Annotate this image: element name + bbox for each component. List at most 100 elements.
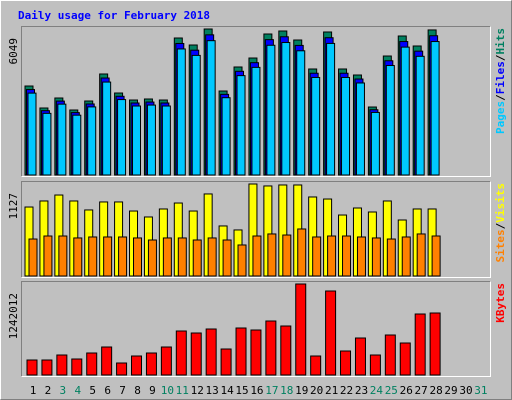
bar <box>235 327 247 376</box>
bar <box>71 358 83 376</box>
bar <box>192 239 202 277</box>
bar <box>176 48 186 176</box>
bar <box>73 237 83 277</box>
bar <box>56 354 68 376</box>
bar <box>161 105 171 176</box>
bar <box>26 359 38 376</box>
bar <box>356 236 366 277</box>
x-tick-label: 16 <box>250 384 263 397</box>
bar <box>400 46 410 176</box>
bar <box>401 236 411 277</box>
bar <box>207 237 217 277</box>
bar <box>177 237 187 277</box>
x-tick-label: 5 <box>89 384 96 397</box>
bar <box>72 114 82 176</box>
bar <box>251 66 261 176</box>
x-tick-label: 2 <box>45 384 52 397</box>
bar <box>103 236 113 277</box>
legend-entry: Hits <box>494 28 507 55</box>
bar <box>310 355 322 376</box>
x-tick-label: 13 <box>206 384 219 397</box>
bar <box>41 359 53 376</box>
bar <box>416 233 426 277</box>
bar <box>220 348 232 376</box>
bar <box>146 104 156 176</box>
panel-bevel <box>21 26 491 177</box>
panel-bevel <box>21 281 491 377</box>
bar <box>369 354 381 376</box>
bar <box>414 313 426 376</box>
bar <box>87 106 97 176</box>
bar <box>57 103 67 176</box>
bar <box>312 236 322 277</box>
x-tick-label: 22 <box>340 384 353 397</box>
x-tick-label: 6 <box>104 384 111 397</box>
bar <box>340 350 352 376</box>
bar <box>281 42 291 176</box>
bar <box>429 312 441 376</box>
bar <box>102 81 112 176</box>
bar <box>162 237 172 277</box>
bar <box>28 238 38 277</box>
bar <box>431 235 441 277</box>
x-tick-label: 7 <box>119 384 126 397</box>
x-tick-label: 14 <box>220 384 234 397</box>
x-tick-label: 21 <box>325 384 338 397</box>
x-tick-label: 10 <box>161 384 174 397</box>
bar <box>266 44 276 176</box>
x-tick-label: 20 <box>310 384 323 397</box>
x-tick-label: 28 <box>429 384 442 397</box>
y-tick-label: 1242012 <box>7 293 20 339</box>
bar <box>147 239 157 277</box>
panel-bevel <box>21 281 491 377</box>
bar <box>250 329 262 376</box>
legend: Pages/Files/Hits <box>494 28 507 134</box>
legend-separator: / <box>494 222 507 229</box>
bar <box>222 239 232 277</box>
x-tick-label: 11 <box>176 384 189 397</box>
bar <box>160 346 172 376</box>
x-tick-label: 1 <box>30 384 37 397</box>
x-tick-label: 8 <box>134 384 141 397</box>
bar <box>86 352 98 376</box>
legend-entry: Pages <box>494 101 507 134</box>
x-tick-label: 19 <box>295 384 308 397</box>
bar <box>295 283 307 376</box>
bar <box>27 92 37 176</box>
x-tick-label: 17 <box>265 384 278 397</box>
bar <box>133 237 143 277</box>
bar <box>354 337 366 376</box>
x-tick-label: 27 <box>415 384 428 397</box>
x-tick-label: 26 <box>400 384 413 397</box>
bar <box>206 40 216 176</box>
bar <box>327 235 337 277</box>
bar <box>267 233 277 277</box>
legend-separator: / <box>494 54 507 61</box>
bar <box>399 342 411 376</box>
bar <box>145 352 157 376</box>
bar <box>117 99 127 176</box>
x-tick-label: 24 <box>370 384 384 397</box>
bar <box>311 76 321 176</box>
x-tick-label: 4 <box>74 384 81 397</box>
bar <box>342 235 352 277</box>
bar <box>430 41 440 176</box>
x-tick-label: 29 <box>444 384 457 397</box>
bar <box>386 238 396 277</box>
x-tick-label: 3 <box>60 384 67 397</box>
bar <box>415 55 425 176</box>
legend: Sites/Visits <box>494 183 507 263</box>
bar <box>88 236 98 277</box>
bar <box>385 65 395 176</box>
x-tick-label: 31 <box>474 384 487 397</box>
bar <box>325 290 337 376</box>
bar <box>326 42 336 176</box>
legend-entry: Sites <box>494 229 507 262</box>
x-tick-label: 12 <box>191 384 204 397</box>
panel-bevel <box>21 181 491 278</box>
bar <box>221 97 231 176</box>
panel-bevel <box>21 181 491 278</box>
bar <box>58 235 68 277</box>
bar <box>101 346 113 376</box>
